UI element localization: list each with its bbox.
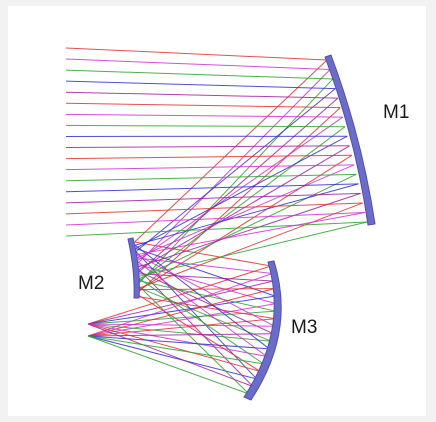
m3-to-focus-ray xyxy=(87,273,273,337)
incoming-ray xyxy=(65,91,338,99)
label-m2: M2 xyxy=(78,273,104,294)
incoming-ray xyxy=(65,202,363,215)
m2-to-m3-ray xyxy=(135,286,272,342)
m1-to-m2-ray xyxy=(135,202,363,291)
mirror-m2 xyxy=(127,237,140,299)
m1-to-m2-ray xyxy=(136,164,355,259)
m3-to-focus-ray xyxy=(87,288,275,337)
m1-to-m2-ray xyxy=(134,154,353,294)
m3-to-focus-ray xyxy=(87,323,261,372)
label-m3: M3 xyxy=(291,317,317,338)
m2-to-m3-ray xyxy=(134,241,272,267)
m3-to-focus-ray xyxy=(87,265,272,325)
m1-to-m2-ray xyxy=(134,183,359,246)
m2-to-m3-ray xyxy=(136,260,267,357)
incoming-ray xyxy=(65,221,368,237)
mirror-m3 xyxy=(243,260,282,401)
m3-to-focus-ray xyxy=(87,310,276,325)
m3-to-focus-ray xyxy=(87,335,257,380)
m1-to-m2-ray xyxy=(135,135,348,249)
label-m1: M1 xyxy=(383,102,409,123)
incoming-ray xyxy=(65,164,355,171)
incoming-ray xyxy=(65,47,328,61)
mirror-m1 xyxy=(324,54,376,226)
m2-to-m3-ray xyxy=(134,292,261,372)
m2-to-m3-ray xyxy=(136,279,276,312)
m1-to-m2-ray xyxy=(135,88,336,252)
m2-to-m3-ray xyxy=(136,263,276,305)
incoming-ray xyxy=(65,80,336,90)
m1-to-m2-ray xyxy=(134,59,328,243)
m3-to-focus-ray xyxy=(87,323,272,342)
m1-to-m2-ray xyxy=(136,221,368,278)
mirror-labels: M1 M2 M3 xyxy=(78,102,409,338)
mirrors xyxy=(127,54,376,401)
m2-to-m3-ray xyxy=(135,288,275,291)
m2-to-m3-ray xyxy=(136,267,254,387)
incoming-ray xyxy=(65,154,352,160)
m1-to-m2-ray xyxy=(135,126,346,284)
m3-to-focus-ray xyxy=(87,303,276,337)
m1-to-m2-ray xyxy=(136,145,350,272)
m2-to-m3-ray xyxy=(135,247,276,297)
incoming-ray xyxy=(65,124,346,128)
m3-to-focus-ray xyxy=(87,323,275,327)
m3-to-focus-ray xyxy=(87,335,250,395)
m1-to-m2-ray xyxy=(136,97,339,275)
incoming-ray xyxy=(65,183,359,193)
m1-to-m2-ray xyxy=(136,211,365,256)
m2-to-m3-ray xyxy=(136,273,274,282)
m1-to-m2-ray xyxy=(136,116,343,262)
incoming-ray xyxy=(65,58,331,71)
incoming-ray xyxy=(65,69,333,80)
m3-to-focus-ray xyxy=(87,323,254,387)
ray-bundle xyxy=(65,47,368,395)
m1-to-m2-ray xyxy=(136,192,361,268)
m3-to-focus-ray xyxy=(87,295,276,325)
incoming-ray xyxy=(65,113,343,118)
m2-to-m3-ray xyxy=(136,254,275,327)
m3-to-focus-ray xyxy=(87,323,267,357)
m2-to-m3-ray xyxy=(135,282,250,395)
m2-to-m3-ray xyxy=(136,276,264,365)
m3-to-focus-ray xyxy=(87,280,274,325)
incoming-ray xyxy=(65,211,365,226)
incoming-ray xyxy=(65,192,361,204)
incoming-ray xyxy=(65,173,357,182)
incoming-ray xyxy=(65,102,341,109)
m2-to-m3-ray xyxy=(134,244,270,350)
m3-to-focus-ray xyxy=(87,335,264,365)
m2-to-m3-ray xyxy=(136,270,274,335)
m1-to-m2-ray xyxy=(135,78,334,287)
incoming-ray xyxy=(65,145,350,149)
